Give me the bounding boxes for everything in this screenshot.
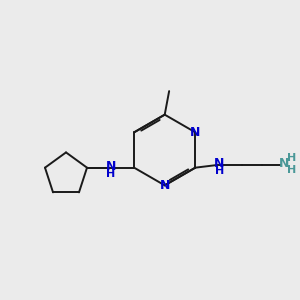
Text: N: N <box>105 160 116 173</box>
Text: H: H <box>287 153 296 163</box>
Text: H: H <box>106 169 115 179</box>
Text: N: N <box>160 179 170 192</box>
Text: H: H <box>287 165 296 175</box>
Text: H: H <box>215 166 224 176</box>
Text: N: N <box>278 157 289 170</box>
Text: N: N <box>190 126 200 139</box>
Text: N: N <box>214 157 225 170</box>
